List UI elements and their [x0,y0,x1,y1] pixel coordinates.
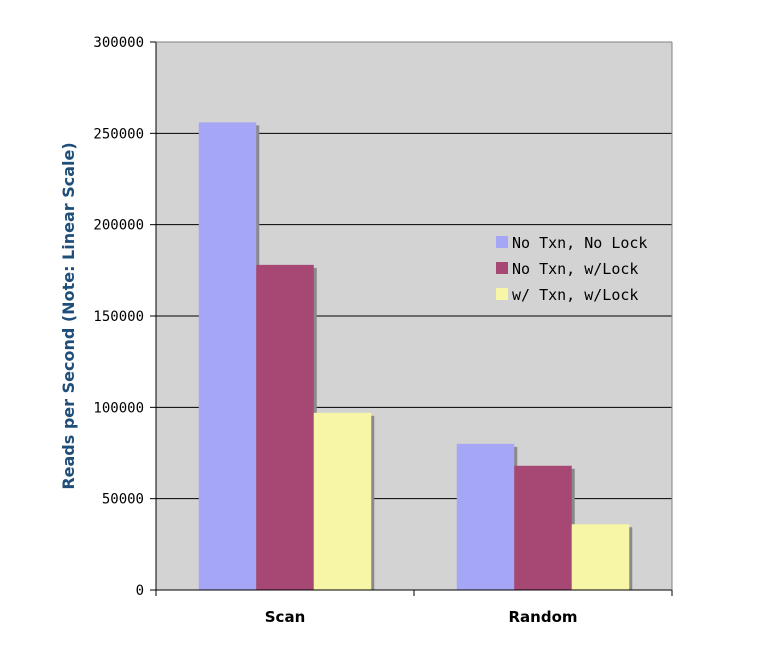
legend-swatch [496,288,508,300]
x-category-label: Random [508,608,577,626]
legend-label: No Txn, w/Lock [512,260,638,278]
y-tick-label: 250000 [93,126,144,142]
y-tick-labels: 0 50000 100000 150000 200000 250000 300000 [93,35,144,599]
y-axis-label: Reads per Second (Note: Linear Scale) [59,142,78,489]
x-category-labels: Scan Random [265,608,578,626]
bar [198,122,257,590]
legend: No Txn, No Lock No Txn, w/Lock w/ Txn, w/L… [496,234,647,304]
y-tick-label: 300000 [93,35,144,51]
bar [256,264,314,590]
y-tick-label: 100000 [93,400,144,416]
y-tick-label: 0 [136,583,144,599]
bar [514,465,572,590]
y-tick-label: 50000 [102,492,144,508]
bar [571,524,630,590]
bar [313,412,372,590]
legend-swatch [496,236,508,248]
y-tick-label: 200000 [93,218,144,234]
x-category-label: Scan [265,608,306,626]
legend-label: w/ Txn, w/Lock [512,286,638,304]
y-tick-label: 150000 [93,309,144,325]
legend-label: No Txn, No Lock [512,234,647,252]
bar [456,443,515,590]
bars [198,122,633,590]
axes [150,41,673,596]
legend-swatch [496,262,508,274]
